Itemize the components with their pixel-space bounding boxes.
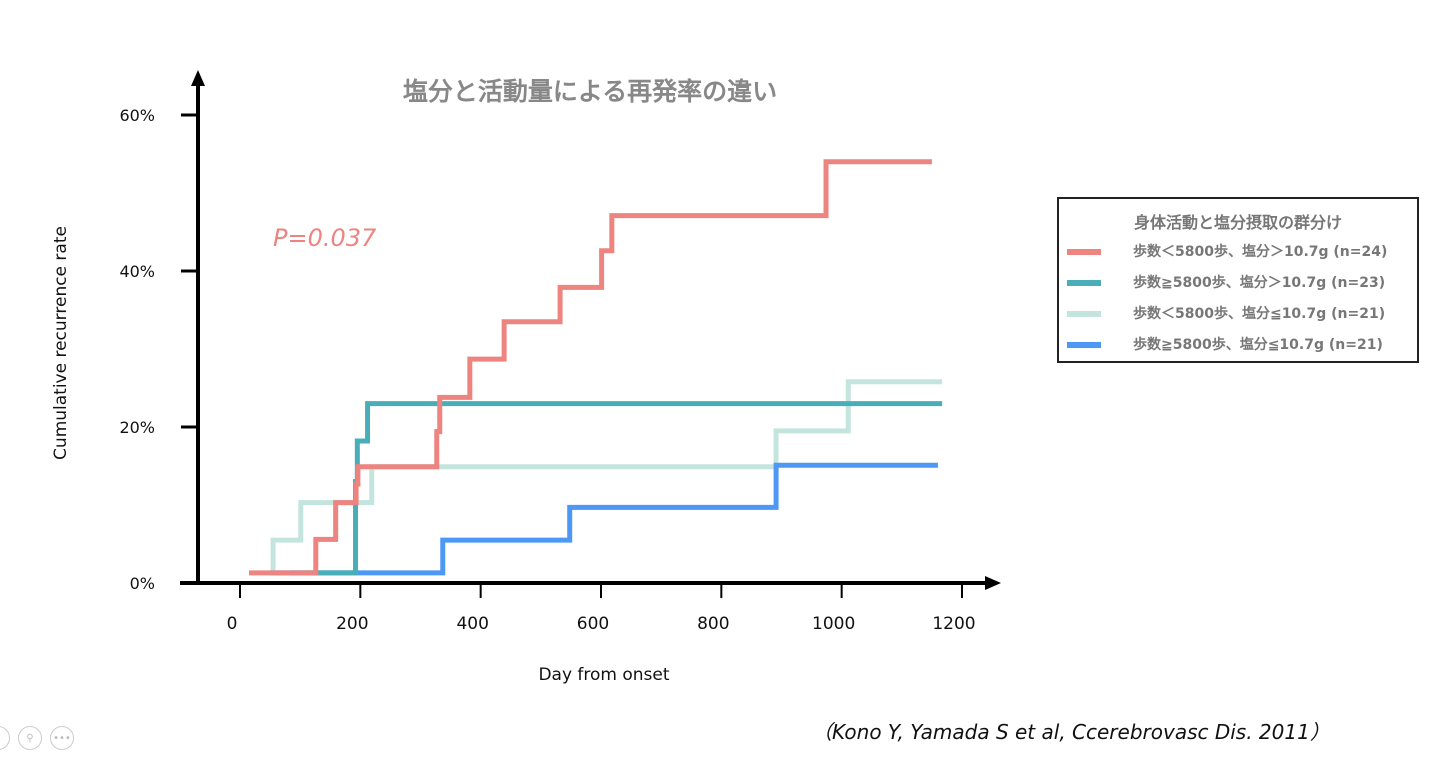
x-tick-label: 600 — [577, 614, 609, 634]
legend-label: 歩数≧5800歩、塩分≦10.7g (n=21) — [1133, 337, 1383, 353]
legend-item: 歩数≧5800歩、塩分＞10.7g (n=23) — [1067, 272, 1417, 296]
x-tick-label: 200 — [336, 614, 368, 634]
x-tick-label: 1200 — [932, 614, 975, 634]
p-value-annotation: P=0.037 — [273, 224, 377, 252]
series-line-0 — [249, 159, 932, 576]
y-axis-label: Cumulative recurrence rate — [51, 226, 71, 460]
legend-swatch — [1067, 249, 1101, 255]
y-tick-label: 60% — [119, 106, 155, 125]
legend: 身体活動と塩分摂取の群分け 歩数＜5800歩、塩分＞10.7g (n=24) 歩数… — [1057, 197, 1419, 363]
x-tick-label: 1000 — [812, 614, 855, 634]
more-icon[interactable]: ••• — [50, 726, 74, 750]
legend-item: 歩数＜5800歩、塩分＞10.7g (n=24) — [1067, 241, 1417, 265]
citation: （Kono Y, Yamada S et al, Ccerebrovasc Di… — [812, 720, 1330, 744]
series-line-2 — [270, 379, 943, 573]
series-line-1 — [291, 401, 943, 576]
zoom-icon[interactable]: ⚲ — [18, 726, 42, 750]
series-line-3 — [270, 462, 938, 576]
legend-label: 歩数≧5800歩、塩分＞10.7g (n=23) — [1133, 275, 1386, 291]
y-tick-label: 20% — [119, 418, 155, 437]
viewer-controls: ‹ ⚲ ••• — [0, 726, 74, 750]
x-tick-label: 800 — [697, 614, 729, 634]
legend-title: 身体活動と塩分摂取の群分け — [1133, 213, 1342, 232]
legend-label: 歩数＜5800歩、塩分＞10.7g (n=24) — [1133, 244, 1388, 260]
legend-item: 歩数＜5800歩、塩分≦10.7g (n=21) — [1067, 303, 1417, 327]
x-axis-label: Day from onset — [538, 665, 669, 685]
legend-swatch — [1067, 311, 1101, 317]
chart-title: 塩分と活動量による再発率の違い — [403, 77, 777, 106]
legend-label: 歩数＜5800歩、塩分≦10.7g (n=21) — [1133, 306, 1386, 322]
y-axis-arrow — [191, 70, 205, 86]
prev-icon[interactable]: ‹ — [0, 726, 10, 750]
legend-item: 歩数≧5800歩、塩分≦10.7g (n=21) — [1067, 334, 1417, 358]
legend-swatch — [1067, 280, 1101, 286]
legend-swatch — [1067, 342, 1101, 348]
x-tick-label: 0 — [227, 614, 238, 634]
y-tick-label: 40% — [119, 262, 155, 281]
x-tick-label: 400 — [456, 614, 488, 634]
y-tick-label: 0% — [130, 574, 155, 593]
x-axis-arrow — [985, 576, 1001, 590]
